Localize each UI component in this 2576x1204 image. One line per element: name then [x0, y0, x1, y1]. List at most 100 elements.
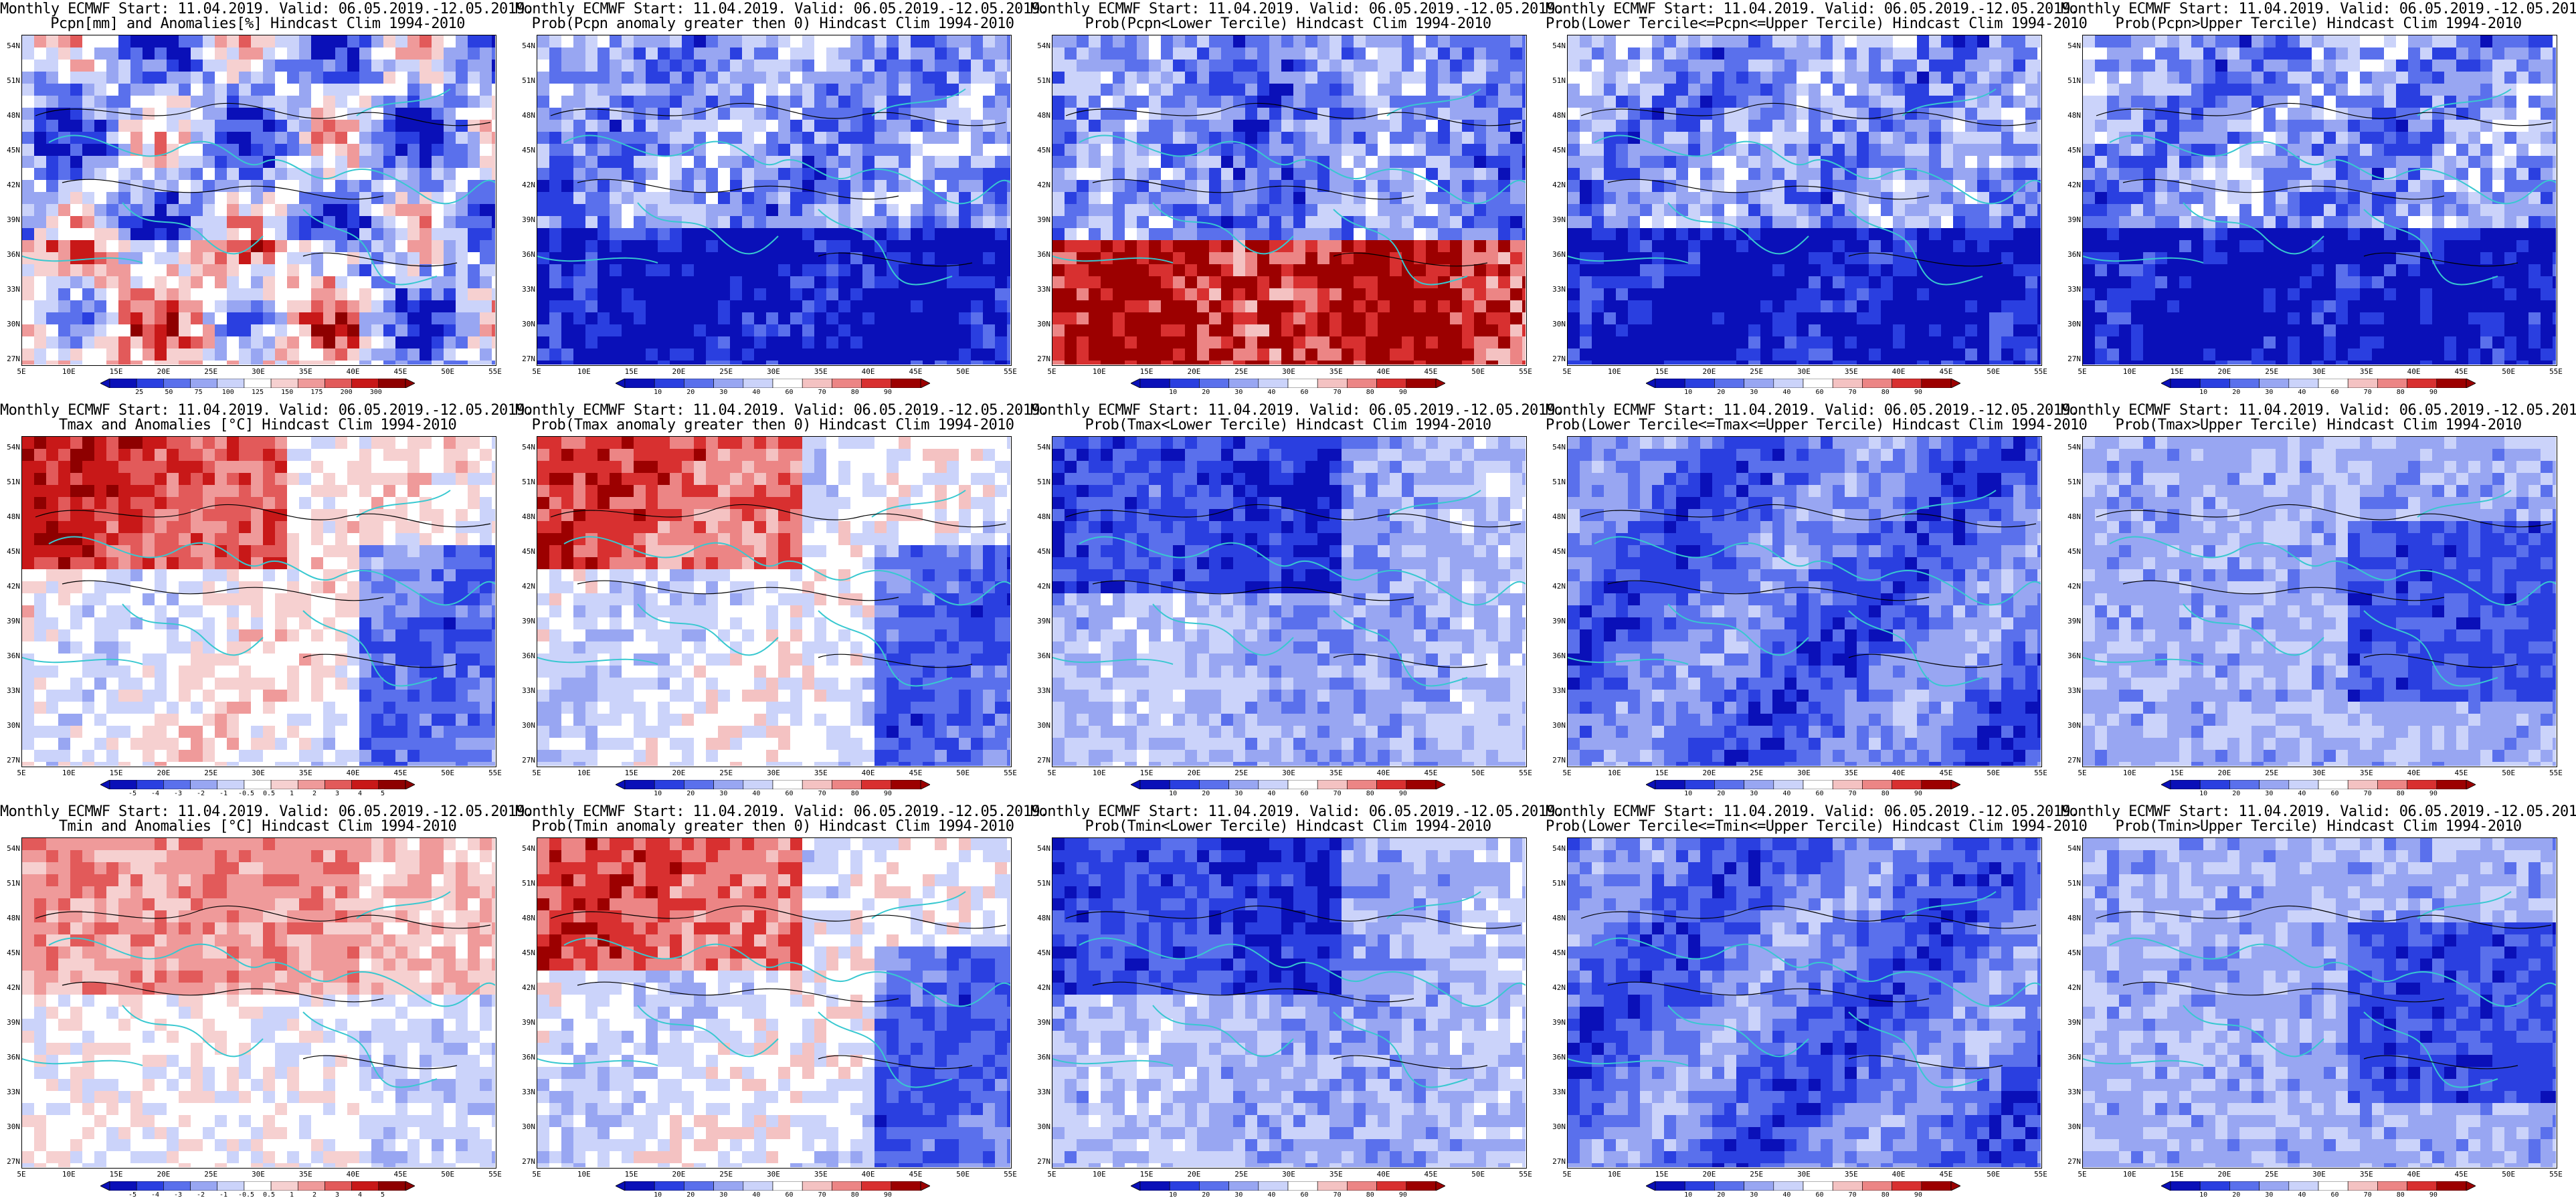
colorbar-tick-label: 40: [2298, 389, 2306, 396]
longitude-tick-label: 55E: [2034, 367, 2047, 376]
colorbar-tick-label: 20: [1717, 389, 1726, 396]
longitude-tick-label: 45E: [909, 367, 923, 376]
contour-lines: [550, 504, 1006, 668]
colorbar: [1131, 780, 1445, 789]
panel-title-line2: Prob(Tmin<Lower Tercile) Hindcast Clim 1…: [1085, 818, 1492, 835]
colorbar-tick-label: 80: [2396, 389, 2405, 396]
longitude-tick-label: 40E: [861, 367, 875, 376]
longitude-tick-label: 15E: [1139, 769, 1154, 777]
colorbar-tick-label: 70: [818, 1191, 826, 1199]
latitude-tick-label: 54N: [2067, 443, 2081, 452]
latitude-tick-label: 54N: [7, 41, 20, 50]
colorbar-tick-label: 3: [335, 790, 340, 797]
colorbar-tick-label: 80: [2396, 1191, 2405, 1199]
colorbar-tick-label: 10: [2199, 790, 2208, 797]
latitude-tick-label: 27N: [2067, 1157, 2081, 1166]
contour-lines: [1065, 102, 1522, 267]
longitude-tick-label: 35E: [2359, 769, 2373, 777]
coastline: [537, 88, 1010, 286]
colorbar-tick-label: -3: [173, 1191, 183, 1199]
longitude-tick-label: 35E: [2359, 367, 2373, 376]
longitude-tick-label: 35E: [814, 769, 828, 777]
contour-lines: [1580, 102, 2037, 267]
longitude-tick-label: 25E: [719, 1170, 733, 1179]
colorbar-tick-label: 5: [380, 790, 385, 797]
latitude-tick-label: 48N: [1552, 512, 1566, 521]
longitude-tick-label: 5E: [1047, 367, 1056, 376]
map-panel: Monthly ECMWF Start: 11.04.2019. Valid: …: [1030, 0, 1564, 401]
longitude-tick-label: 5E: [1562, 1170, 1572, 1179]
latitude-tick-label: 30N: [7, 320, 20, 328]
longitude-tick-label: 10E: [1607, 1170, 1621, 1179]
latitude-tick-label: 45N: [1552, 948, 1566, 957]
longitude-tick-label: 10E: [1092, 367, 1106, 376]
latitude-tick-label: 45N: [1037, 146, 1050, 155]
latitude-tick-label: 39N: [2067, 617, 2081, 625]
colorbar-tick-label: 60: [2330, 389, 2339, 396]
panel-title-line2: Pcpn[mm] and Anomalies[%] Hindcast Clim …: [50, 15, 465, 32]
latitude-tick-label: 51N: [1037, 879, 1050, 888]
longitude-tick-label: 40E: [346, 367, 360, 376]
longitude-tick-label: 35E: [1329, 1170, 1343, 1179]
latitude-tick-label: 48N: [522, 111, 535, 120]
longitude-tick-label: 15E: [624, 769, 638, 777]
latitude-tick-label: 54N: [1037, 844, 1050, 853]
latitude-tick-label: 42N: [2067, 582, 2081, 591]
longitude-tick-label: 5E: [17, 769, 26, 777]
latitude-tick-label: 48N: [2067, 914, 2081, 922]
longitude-tick-label: 30E: [252, 1170, 265, 1179]
longitude-tick-label: 30E: [1282, 769, 1295, 777]
colorbar-tick-label: 30: [1234, 389, 1243, 396]
latitude-tick-label: 30N: [7, 1122, 20, 1131]
longitude-tick-label: 10E: [577, 1170, 591, 1179]
colorbar-tick-label: 90: [2429, 389, 2437, 396]
longitude-tick-label: 10E: [1092, 1170, 1106, 1179]
colorbar-tick-label: 20: [1202, 790, 1210, 797]
contour-lines: [1580, 905, 2037, 1070]
colorbar-tick-label: 10: [654, 389, 662, 396]
latitude-tick-label: 39N: [522, 1018, 535, 1027]
longitude-tick-label: 5E: [17, 367, 26, 376]
map-panel: Monthly ECMWF Start: 11.04.2019. Valid: …: [2061, 0, 2576, 401]
contour-lines: [35, 504, 491, 668]
colorbar-tick-label: 40: [752, 389, 761, 396]
longitude-tick-label: 55E: [488, 367, 502, 376]
colorbar-tick-label: 80: [1881, 1191, 1890, 1199]
map-panel: Monthly ECMWF Start: 11.04.2019. Valid: …: [515, 803, 1048, 1204]
longitude-tick-label: 35E: [1844, 769, 1858, 777]
latitude-tick-label: 36N: [522, 250, 535, 259]
longitude-tick-label: 55E: [2549, 1170, 2563, 1179]
colorbar-tick-label: 70: [818, 790, 826, 797]
latitude-tick-label: 39N: [1037, 1018, 1050, 1027]
latitude-tick-label: 45N: [522, 146, 535, 155]
longitude-tick-label: 10E: [1092, 769, 1106, 777]
longitude-tick-label: 20E: [2217, 1170, 2231, 1179]
colorbar: [1646, 1181, 1960, 1191]
longitude-tick-label: 45E: [1424, 1170, 1438, 1179]
latitude-tick-label: 39N: [1037, 215, 1050, 224]
colorbar-tick-label: 1: [289, 790, 294, 797]
coastline: [1568, 88, 2041, 286]
latitude-tick-label: 27N: [1037, 1157, 1050, 1166]
latitude-tick-label: 54N: [7, 443, 20, 452]
latitude-tick-label: 36N: [7, 250, 20, 259]
longitude-tick-label: 45E: [909, 1170, 923, 1179]
contour-lines: [2096, 905, 2552, 1070]
colorbar-tick-label: 90: [1398, 389, 1407, 396]
latitude-tick-label: 36N: [1552, 651, 1566, 660]
colorbar-tick-label: 60: [1300, 389, 1309, 396]
colorbar-tick-label: 80: [2396, 790, 2405, 797]
longitude-tick-label: 55E: [1519, 367, 1532, 376]
panel-title-line1: Monthly ECMWF Start: 11.04.2019. Valid: …: [0, 803, 533, 820]
latitude-tick-label: 33N: [2067, 285, 2081, 294]
longitude-tick-label: 15E: [109, 1170, 123, 1179]
longitude-tick-label: 45E: [1424, 769, 1438, 777]
map-panel: Monthly ECMWF Start: 11.04.2019. Valid: …: [515, 401, 1048, 803]
latitude-tick-label: 42N: [1037, 983, 1050, 992]
latitude-tick-label: 39N: [1552, 1018, 1566, 1027]
latitude-tick-label: 30N: [1037, 1122, 1050, 1131]
longitude-tick-label: 40E: [1892, 769, 1906, 777]
map-field: [2082, 35, 2557, 366]
colorbar-tick-label: 20: [686, 389, 695, 396]
longitude-tick-label: 45E: [393, 1170, 407, 1179]
